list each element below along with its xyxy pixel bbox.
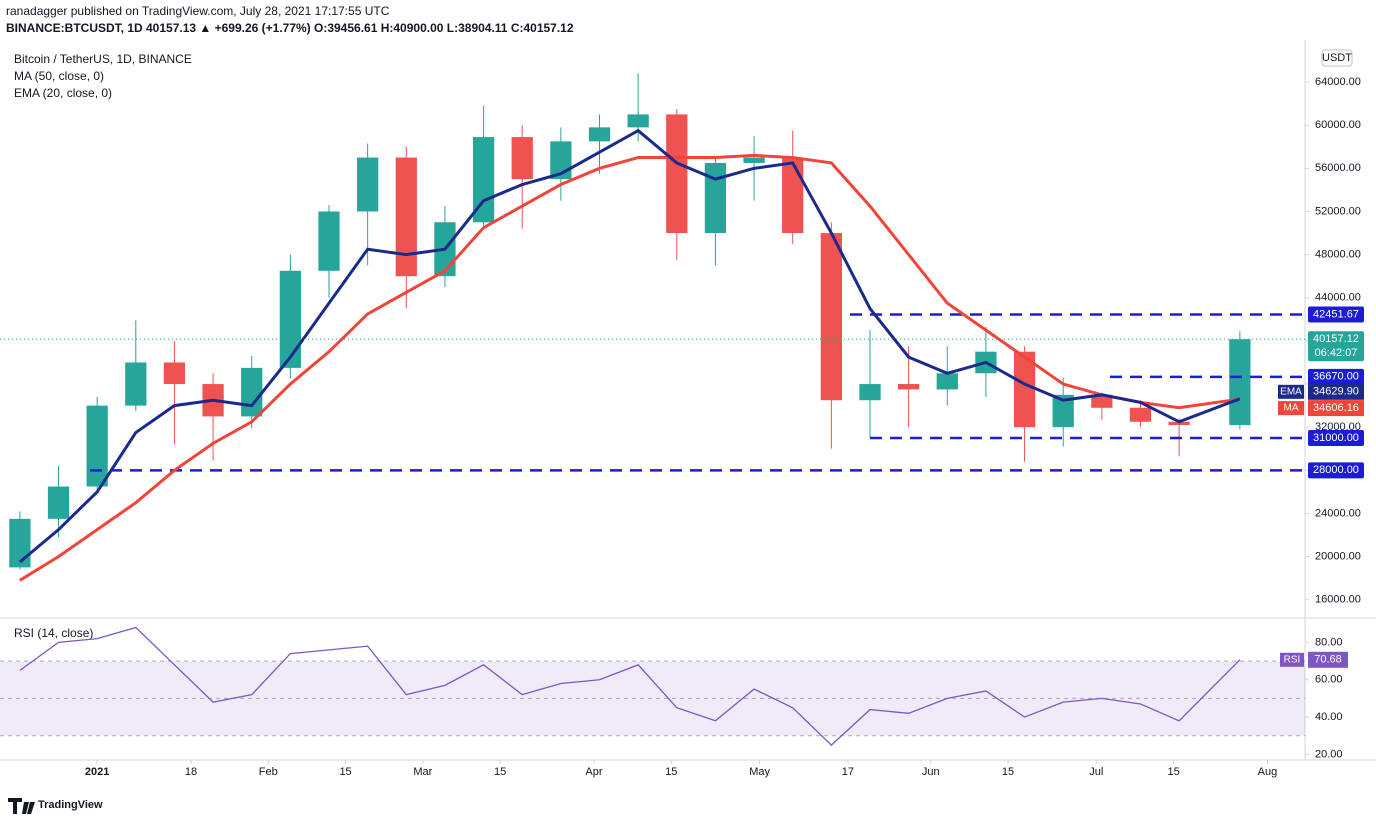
y-tick-label: 44000.00: [1315, 292, 1361, 304]
candle-body: [1129, 407, 1152, 422]
x-tick-label: Feb: [259, 766, 278, 778]
level-label-box: [1308, 306, 1364, 323]
x-tick-label: 2021: [85, 766, 109, 778]
candle-body: [163, 362, 186, 385]
y-tick-label: 80.00: [1315, 636, 1343, 648]
x-tick-label: 15: [665, 766, 677, 778]
candle-body: [782, 157, 804, 234]
level-label: 42451.67: [1313, 308, 1359, 320]
ema-legend: EMA (20, close, 0): [14, 86, 112, 100]
unit-label: USDT: [1322, 52, 1352, 64]
indicator-tag: EMA: [1280, 386, 1302, 397]
quote-line: BINANCE:BTCUSDT, 1D 40157.13 ▲ +699.26 (…: [6, 21, 574, 35]
x-tick-label: Jun: [922, 766, 940, 778]
last-price: 40157.12: [1313, 333, 1359, 345]
rsi-line: [19, 626, 1241, 746]
y-tick-label: 56000.00: [1315, 162, 1361, 174]
indicator-value-box: [1308, 383, 1364, 400]
candle-body: [47, 486, 70, 519]
publish-info: ranadagger published on TradingView.com,…: [6, 4, 390, 18]
x-tick-label: 15: [339, 766, 351, 778]
candle-body: [395, 157, 417, 277]
candle-body: [472, 137, 495, 223]
indicator-tag-box: [1280, 652, 1304, 667]
level-label: 36670.00: [1313, 371, 1359, 383]
x-tick-label: 15: [1167, 766, 1179, 778]
ma-legend: MA (50, close, 0): [14, 69, 104, 83]
candle-body: [588, 127, 611, 142]
indicator-value: 34606.16: [1313, 402, 1359, 414]
x-tick-label: Apr: [585, 766, 602, 778]
pane-title: Bitcoin / TetherUS, 1D, BINANCE: [14, 52, 192, 66]
level-label-box: [1308, 462, 1364, 479]
y-tick-label: 52000.00: [1315, 205, 1361, 217]
candle-body: [279, 270, 301, 368]
x-tick-label: May: [749, 766, 770, 778]
x-tick-label: Aug: [1258, 766, 1278, 778]
y-tick-label: 60.00: [1315, 674, 1343, 686]
indicator-value-box: [1308, 400, 1364, 417]
x-tick-label: Mar: [413, 766, 432, 778]
candle-body: [1013, 351, 1036, 428]
candle-body: [743, 157, 765, 163]
ma-line: [18, 128, 1241, 564]
countdown: 06:42:07: [1315, 347, 1358, 359]
y-tick-label: 20000.00: [1315, 551, 1361, 563]
candle-body: [86, 405, 108, 487]
indicator-value: 70.68: [1314, 654, 1342, 666]
last-price-box: [1308, 331, 1364, 362]
candle-body: [1168, 421, 1190, 426]
candle-body: [898, 384, 920, 390]
candle-body: [125, 362, 147, 406]
indicator-tag-box: [1278, 401, 1304, 416]
level-label: 31000.00: [1313, 432, 1359, 444]
indicator-tag: MA: [1284, 403, 1299, 414]
ma-line: [19, 153, 1241, 582]
indicator-value: 34629.90: [1313, 386, 1359, 398]
level-label-box: [1308, 368, 1364, 385]
x-tick-label: 17: [842, 766, 854, 778]
candle-body: [511, 137, 533, 180]
indicator-tag-box: [1278, 384, 1304, 399]
y-tick-label: 48000.00: [1315, 249, 1361, 261]
level-label: 28000.00: [1313, 464, 1359, 476]
x-tick-label: 15: [1002, 766, 1014, 778]
candle-body: [627, 114, 649, 128]
x-tick-label: Jul: [1089, 766, 1103, 778]
candle-body: [666, 114, 688, 234]
y-tick-label: 40.00: [1315, 711, 1343, 723]
candle-body: [936, 373, 958, 390]
level-label-box: [1308, 429, 1364, 446]
x-tick-label: 18: [185, 766, 197, 778]
candle-body: [9, 518, 31, 568]
candle-body: [1091, 394, 1113, 408]
candle-body: [859, 384, 881, 401]
footer-brand: TradingView: [38, 799, 103, 811]
x-tick-label: 15: [494, 766, 506, 778]
unit-box: [1321, 49, 1353, 67]
candle-body: [1229, 339, 1251, 426]
candle-body: [1052, 394, 1074, 428]
tv-logo: [8, 798, 35, 814]
indicator-value-box: [1308, 651, 1348, 668]
candle-body: [820, 233, 842, 401]
candle-body: [704, 162, 727, 234]
y-tick-label: 64000.00: [1315, 76, 1361, 88]
y-tick-label: 16000.00: [1315, 594, 1361, 606]
candle-body: [357, 157, 379, 212]
y-tick-label: 24000.00: [1315, 507, 1361, 519]
y-tick-label: 60000.00: [1315, 119, 1361, 131]
y-tick-label: 20.00: [1315, 748, 1343, 760]
candle-body: [241, 367, 263, 417]
indicator-tag: RSI: [1284, 654, 1301, 665]
rsi-legend: RSI (14, close): [14, 626, 93, 640]
candle-body: [318, 211, 340, 271]
